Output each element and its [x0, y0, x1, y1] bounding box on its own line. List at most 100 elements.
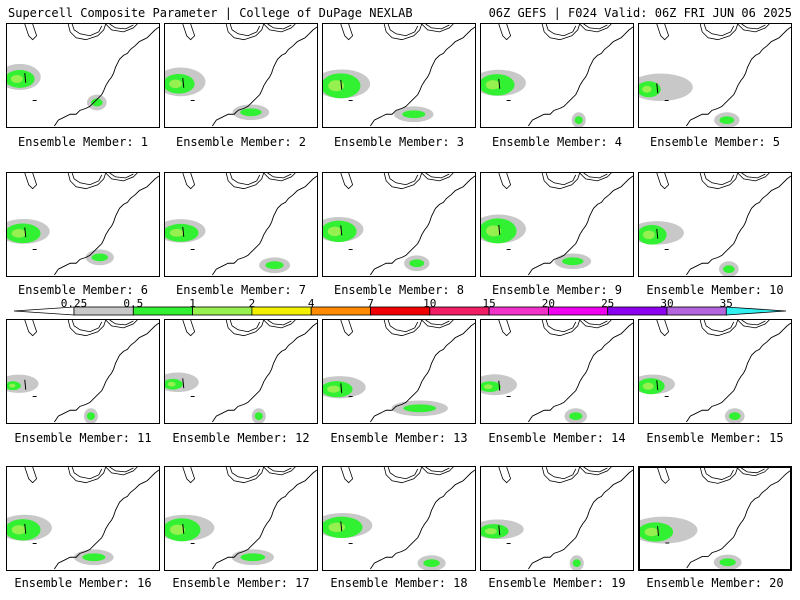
scp-contour-high [642, 382, 654, 390]
ensemble-member-panel-17[interactable] [164, 466, 318, 571]
coastline [528, 469, 633, 570]
lake-outline [699, 173, 739, 190]
lake-outline [579, 467, 612, 476]
coastline [370, 469, 475, 570]
lake-outline [67, 173, 107, 190]
boundary-segment [340, 521, 343, 532]
scp-contour-mid-south [254, 412, 263, 421]
colorbar-upper-arrow [725, 306, 787, 316]
ensemble-member-panel-14[interactable] [480, 319, 634, 424]
ensemble-member-panel-2[interactable] [164, 23, 318, 128]
colorbar-segment [251, 306, 312, 316]
lake-outline [109, 173, 134, 179]
lake-outline [737, 173, 770, 182]
ensemble-member-panel-20[interactable] [638, 466, 792, 571]
lake-outline [182, 173, 196, 190]
scp-contour-mid-south [574, 116, 583, 125]
lake-outline [498, 24, 512, 41]
lake-outline [105, 173, 138, 182]
lake-outline [656, 320, 670, 337]
lake-outline [263, 320, 296, 329]
member-label: Ensemble Member: 9 [491, 283, 623, 297]
member-label: Ensemble Member: 8 [333, 283, 465, 297]
lake-outline [182, 24, 196, 41]
member-label: Ensemble Member: 20 [646, 576, 784, 590]
member-label: Ensemble Member: 16 [14, 576, 152, 590]
coastline [686, 470, 790, 569]
lake-outline [267, 467, 292, 473]
boundary-segment [24, 72, 27, 83]
boundary-segment [498, 380, 501, 391]
boundary-segment [24, 523, 27, 534]
ensemble-member-panel-5[interactable] [638, 23, 792, 128]
lake-outline [703, 468, 734, 480]
ensemble-member-panel-1[interactable] [6, 23, 160, 128]
scp-contour-mid-south [728, 412, 741, 421]
ensemble-member-panel-16[interactable] [6, 466, 160, 571]
lake-outline [67, 320, 107, 337]
ensemble-member-panel-3[interactable] [322, 23, 476, 128]
boundary-segment [182, 378, 185, 389]
lake-outline [182, 467, 196, 484]
member-label: Ensemble Member: 5 [649, 135, 781, 149]
lake-outline [737, 320, 770, 329]
coastline [212, 175, 317, 276]
lake-outline [340, 320, 354, 337]
lake-outline [71, 173, 103, 186]
ensemble-member-panel-15[interactable] [638, 319, 792, 424]
scp-contour-mid-south [86, 412, 96, 421]
lake-outline [340, 24, 354, 41]
lake-outline [545, 24, 577, 37]
scp-contour-high [170, 524, 186, 535]
lake-outline [340, 173, 354, 190]
lake-outline [541, 24, 581, 41]
lake-outline [699, 320, 739, 337]
lake-outline [387, 173, 419, 186]
lake-outline [109, 467, 134, 473]
scp-contour-mid-south [402, 110, 426, 119]
coastline [212, 26, 317, 127]
scp-contour-high [486, 225, 502, 237]
lake-outline [656, 173, 670, 190]
boundary-segment [340, 79, 343, 90]
ensemble-member-panel-9[interactable] [480, 172, 634, 277]
member-label: Ensemble Member: 7 [175, 283, 307, 297]
ensemble-member-panel-7[interactable] [164, 172, 318, 277]
ensemble-member-panel-4[interactable] [480, 23, 634, 128]
scp-contour-mid-south [719, 116, 735, 125]
boundary-segment [182, 226, 185, 237]
ensemble-member-panel-11[interactable] [6, 319, 160, 424]
ensemble-member-panel-8[interactable] [322, 172, 476, 277]
map-svg [481, 173, 633, 276]
map-svg [7, 24, 159, 127]
lake-outline [703, 320, 735, 333]
ensemble-member-panel-6[interactable] [6, 172, 160, 277]
ensemble-member-panel-13[interactable] [322, 319, 476, 424]
coastline [54, 26, 159, 127]
boundary-segment [340, 225, 343, 236]
lake-outline [383, 467, 423, 484]
lake-outline [109, 320, 134, 326]
ensemble-member-panel-19[interactable] [480, 466, 634, 571]
coastline [370, 26, 475, 127]
ensemble-member-panel-10[interactable] [638, 172, 792, 277]
boundary-segment [656, 380, 659, 391]
coastline [54, 175, 159, 276]
lake-outline [229, 320, 261, 333]
colorbar-tick-label: 30 [660, 297, 674, 310]
ensemble-member-panel-18[interactable] [322, 466, 476, 571]
boundary-segment [182, 77, 185, 88]
lake-outline [340, 467, 354, 484]
lake-outline [700, 468, 738, 484]
colorbar-segment [607, 306, 668, 316]
lake-outline [71, 24, 103, 37]
colorbar-segment [666, 306, 727, 316]
lake-outline [583, 467, 608, 473]
lake-outline [383, 173, 423, 190]
lake-outline [703, 24, 735, 37]
scp-contour-mid-south [562, 257, 584, 266]
boundary-segment [498, 224, 501, 235]
ensemble-member-panel-12[interactable] [164, 319, 318, 424]
lake-outline [71, 320, 103, 333]
lake-outline [24, 173, 38, 190]
